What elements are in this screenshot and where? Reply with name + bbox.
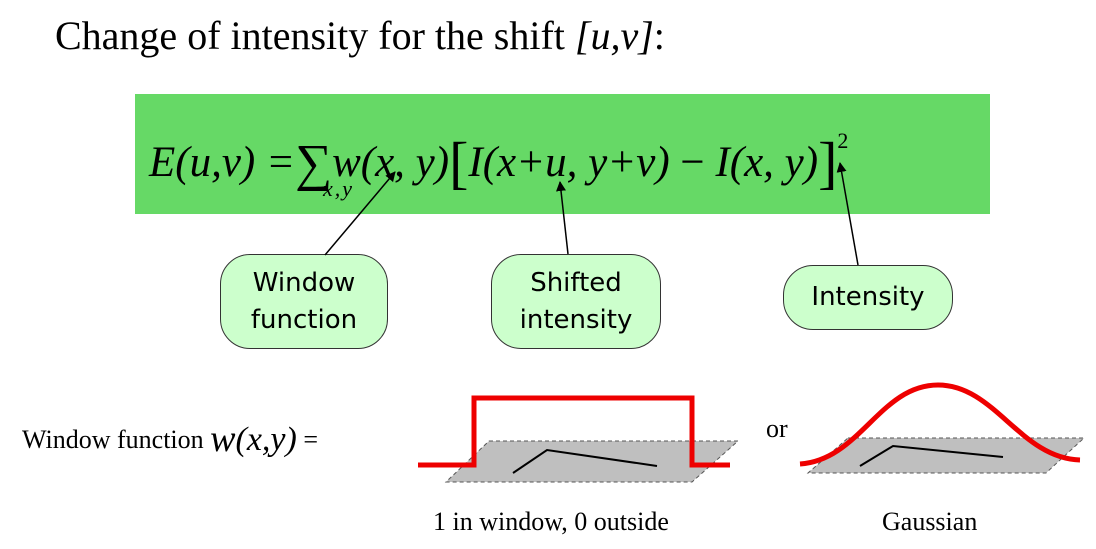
callout-shifted-line1: Shifted [530,267,622,298]
callout-shifted-line2: intensity [519,304,633,335]
callout-window-line2: function [250,304,358,335]
slide-title: Change of intensity for the shift [u,v]: [55,12,665,60]
box-window-caption: 1 in window, 0 outside [433,507,669,536]
formula-shifted-term: I(x+u, y+v) [468,139,670,186]
arrow-to-intensity-term [836,162,859,266]
gaussian-curve [799,382,1081,467]
callout-intensity-line1: Intensity [811,282,925,312]
wf-label-text: Window function [22,425,211,454]
formula-box: E(u,v) =∑w(x, y)[I(x+u, y+v) − I(x, y)]2… [135,94,990,214]
gaussian-caption: Gaussian [882,507,978,536]
arrow-to-shifted-term [556,181,569,255]
formula-exponent: 2 [837,128,849,153]
wf-label-w: w [210,418,236,460]
formula-lhs: E(u,v) = [149,139,296,186]
arrow-to-window-term [324,171,396,256]
title-suffix: : [653,13,665,58]
sum-index: x,y [323,176,355,201]
window-function-label: Window function w(x,y) = [22,417,318,461]
formula-close-bracket: ] [818,130,838,195]
callout-window-function: Window function [220,254,388,349]
box-window-curve [418,395,730,468]
energy-formula: E(u,v) =∑w(x, y)[I(x+u, y+v) − I(x, y)]2 [149,116,849,192]
gaussian-image-patch [859,444,1004,467]
box-window-image-patch [512,448,658,474]
callout-window-line1: Window [252,267,356,298]
gaussian-plane [806,437,1086,474]
callout-shifted-intensity: Shifted intensity [491,254,661,349]
title-shift: [u,v] [574,13,654,58]
or-label: or [766,414,788,443]
title-prefix: Change of intensity for the shift [55,13,575,58]
formula-intensity-term: I(x, y) [715,139,819,186]
box-window-plane [444,440,740,483]
formula-minus: − [669,139,716,186]
callout-intensity: Intensity [783,265,953,330]
wf-label-args: (x,y) [235,421,297,458]
sum-symbol: ∑ [295,135,333,192]
formula-open-bracket: [ [449,130,469,195]
wf-label-equals: = [296,425,319,454]
